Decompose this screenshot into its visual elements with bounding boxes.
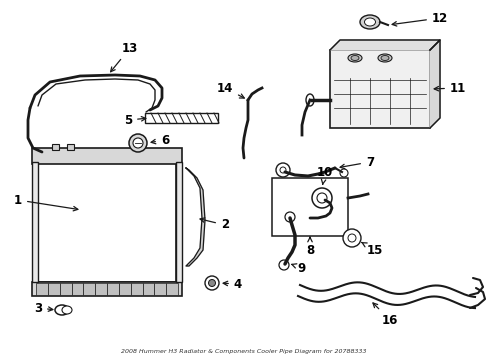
- Circle shape: [316, 193, 326, 203]
- Polygon shape: [429, 40, 439, 128]
- Circle shape: [204, 276, 219, 290]
- Circle shape: [311, 188, 331, 208]
- Text: 2008 Hummer H3 Radiator & Components Cooler Pipe Diagram for 20788333: 2008 Hummer H3 Radiator & Components Coo…: [121, 349, 366, 354]
- Circle shape: [133, 138, 142, 148]
- Bar: [176, 162, 182, 282]
- Ellipse shape: [359, 15, 379, 29]
- Text: 10: 10: [316, 166, 332, 184]
- Ellipse shape: [364, 18, 375, 26]
- Ellipse shape: [380, 55, 388, 60]
- Circle shape: [342, 229, 360, 247]
- Circle shape: [339, 169, 347, 177]
- Polygon shape: [329, 40, 439, 50]
- Bar: [154, 283, 166, 295]
- Text: 11: 11: [433, 81, 465, 94]
- Bar: [38, 162, 176, 282]
- Text: 5: 5: [123, 113, 145, 126]
- Circle shape: [279, 260, 288, 270]
- Text: 15: 15: [361, 242, 383, 256]
- Text: 1: 1: [14, 194, 78, 211]
- Ellipse shape: [347, 54, 361, 62]
- Bar: [83, 283, 95, 295]
- Bar: [166, 283, 178, 295]
- Text: 2: 2: [200, 218, 228, 231]
- Text: 6: 6: [151, 134, 169, 147]
- Text: 4: 4: [223, 278, 242, 291]
- Bar: [71, 283, 83, 295]
- Polygon shape: [185, 168, 204, 266]
- Text: 14: 14: [216, 81, 244, 98]
- Text: 9: 9: [291, 261, 305, 274]
- Circle shape: [129, 134, 147, 152]
- Ellipse shape: [377, 54, 391, 62]
- Text: 16: 16: [372, 303, 397, 327]
- Text: 8: 8: [305, 237, 313, 256]
- Circle shape: [280, 167, 285, 173]
- Bar: [145, 113, 218, 123]
- Bar: [95, 283, 107, 295]
- Bar: [48, 283, 60, 295]
- Bar: [32, 162, 38, 282]
- Text: 7: 7: [340, 156, 373, 169]
- Bar: [52, 144, 59, 150]
- Ellipse shape: [305, 94, 313, 106]
- Bar: [36, 283, 48, 295]
- Text: 3: 3: [34, 302, 53, 315]
- Text: 13: 13: [110, 41, 138, 72]
- Ellipse shape: [55, 305, 69, 315]
- Bar: [271, 178, 347, 236]
- Bar: [329, 50, 429, 128]
- Bar: [142, 283, 154, 295]
- Text: 12: 12: [391, 12, 447, 26]
- Bar: [32, 282, 182, 296]
- Circle shape: [208, 279, 215, 287]
- Ellipse shape: [350, 55, 358, 60]
- Bar: [119, 283, 130, 295]
- Circle shape: [347, 234, 355, 242]
- Circle shape: [285, 212, 294, 222]
- Circle shape: [275, 163, 289, 177]
- Bar: [60, 283, 71, 295]
- Bar: [107, 283, 119, 295]
- Bar: [67, 144, 74, 150]
- Ellipse shape: [62, 306, 72, 314]
- Bar: [130, 283, 142, 295]
- Bar: [32, 148, 182, 164]
